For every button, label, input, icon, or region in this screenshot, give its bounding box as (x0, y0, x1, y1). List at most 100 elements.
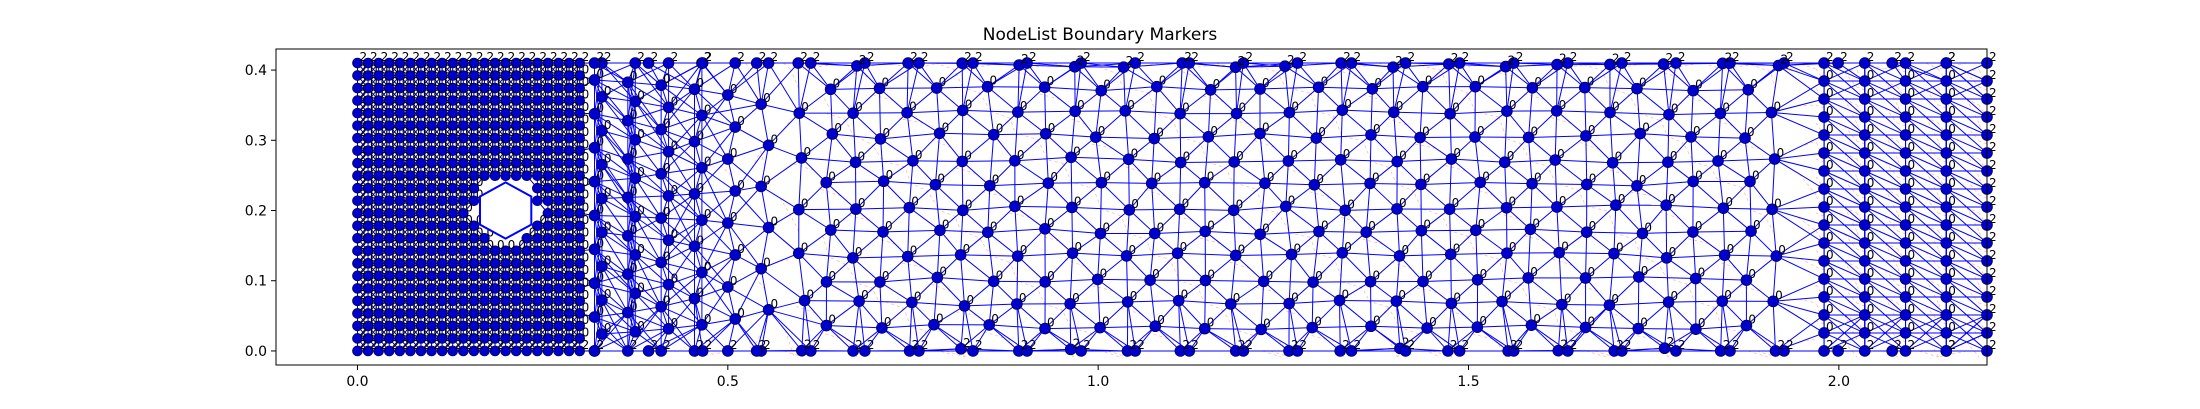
mesh-edge (594, 282, 629, 313)
mesh-edge (1744, 137, 1775, 160)
mesh-node (405, 345, 416, 357)
mesh-edge (1097, 255, 1127, 280)
mesh-edge (1774, 152, 1825, 160)
mesh-edge (1204, 182, 1234, 211)
mesh-edge (1475, 86, 1533, 89)
mesh-node (394, 308, 406, 319)
dashed-edge (1551, 258, 1573, 266)
mesh-edge (1027, 62, 1075, 68)
mesh-node (352, 107, 363, 119)
mesh-edge (1905, 134, 1947, 154)
mesh-edge (627, 328, 669, 352)
mesh-edge (1946, 98, 1987, 118)
mesh-edge (832, 133, 881, 140)
mesh-edge (1773, 300, 1825, 316)
mesh-edge (1823, 152, 1865, 172)
mesh-edge (858, 301, 866, 352)
mesh-edge (1422, 253, 1452, 282)
dashed-edge (1815, 212, 1825, 217)
mesh-edge (1151, 182, 1181, 210)
mesh-edge (1528, 87, 1533, 138)
dashed-edge (1937, 302, 1947, 325)
mesh-node (383, 82, 395, 94)
mesh-edge (1370, 255, 1400, 283)
mesh-edge (727, 286, 769, 311)
mesh-edge (909, 324, 935, 352)
mesh-edge (1905, 116, 1947, 136)
mesh-edge (801, 325, 827, 351)
dashed-edge (802, 64, 834, 70)
mesh-edge (1905, 242, 1947, 280)
dashed-edge (1815, 86, 1825, 109)
mesh-edge (1556, 184, 1588, 208)
mesh-edge (701, 219, 736, 256)
mesh-edge (935, 161, 963, 186)
dashed-edge (1884, 188, 1898, 196)
dashed-edge (760, 151, 766, 166)
mesh-edge (1072, 252, 1127, 257)
mesh-edge (1823, 278, 1865, 298)
dashed-edge (1938, 350, 1967, 358)
mesh-edge (694, 62, 736, 90)
mesh-edge (1504, 111, 1508, 163)
mesh-edge (1243, 62, 1285, 67)
mesh-edge (1586, 231, 1643, 234)
mesh-edge (1233, 133, 1261, 163)
mesh-edge (1422, 281, 1452, 304)
mesh-edge (734, 318, 758, 352)
mesh-edge (1556, 110, 1587, 137)
mesh-edge (1340, 159, 1371, 184)
dashed-edge (964, 63, 997, 70)
mesh-edge (768, 309, 827, 327)
mesh-edge (1260, 303, 1290, 330)
mesh-edge (660, 217, 695, 247)
mesh-edge (734, 227, 769, 256)
mesh-edge (1313, 138, 1317, 185)
mesh-node (383, 120, 395, 131)
mesh-edge (1864, 134, 1906, 154)
mesh-edge (1204, 209, 1234, 232)
mesh-edge (1315, 109, 1343, 139)
mesh-edge (1017, 111, 1047, 135)
mesh-edge (907, 254, 961, 258)
dashed-edge (1306, 190, 1330, 198)
mesh-edge (1585, 253, 1615, 279)
mesh-node (394, 132, 406, 144)
mesh-edge (1419, 113, 1451, 138)
mesh-edge (993, 133, 1046, 136)
mesh-edge (1311, 327, 1341, 352)
mesh-edge (1016, 303, 1046, 329)
mesh-edge (852, 231, 884, 259)
dashed-edge (1856, 140, 1865, 145)
mesh-edge (1946, 80, 1987, 100)
mesh-edge (1693, 89, 1749, 92)
mesh-edge (1448, 63, 1476, 88)
mesh-edge (1451, 301, 1503, 304)
mesh-edge (1639, 133, 1669, 163)
mesh-edge (1864, 206, 1906, 226)
mesh-edge (1772, 278, 1825, 302)
mesh-edge (594, 181, 629, 198)
mesh-node (373, 245, 384, 257)
mesh-edge (1945, 116, 1987, 154)
mesh-edge (1071, 207, 1074, 254)
dashed-edge (1577, 141, 1600, 150)
mesh-edge (1156, 86, 1211, 91)
mesh-edge (1554, 159, 1588, 185)
mesh-edge (1284, 65, 1319, 88)
dashed-edge (1937, 140, 1947, 163)
dashed-edge (1036, 234, 1059, 242)
mesh-node (373, 107, 384, 119)
mesh-edge (933, 305, 965, 326)
mesh-edge (1864, 62, 1906, 82)
mesh-edge (1864, 278, 1906, 316)
mesh-edge (627, 158, 669, 197)
mesh-node (352, 207, 363, 219)
mesh-edge (880, 138, 885, 182)
mesh-edge (1233, 161, 1266, 184)
mesh-edge (1340, 134, 1372, 161)
dashed-edge (1844, 152, 1857, 160)
mesh-edge (1074, 66, 1102, 92)
mesh-edge (1204, 136, 1209, 183)
mesh-edge (1189, 62, 1236, 68)
